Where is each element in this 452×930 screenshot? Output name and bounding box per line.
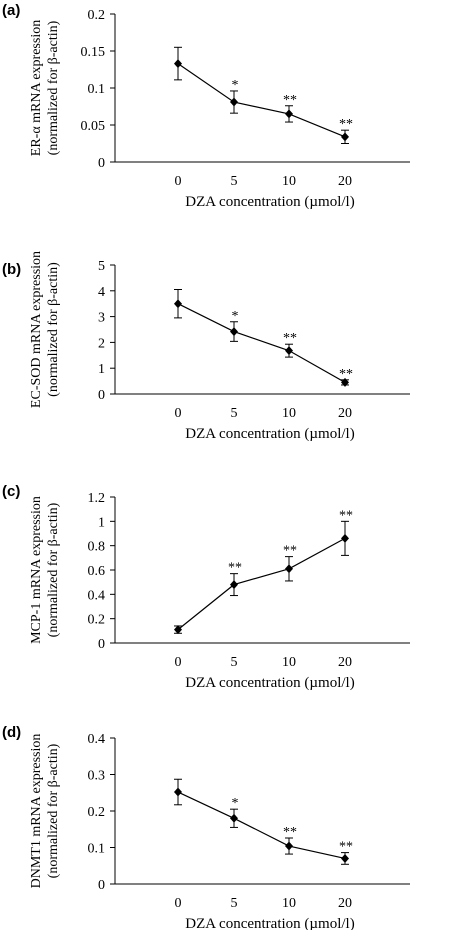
y-axis-title-line: (normalized for β-actin)	[46, 743, 61, 878]
data-point	[174, 59, 182, 69]
chart-panel-c: (c) 0 0.2 0.4 0.6 0.8 1 1.2 0 5 10 20 DZA concentrat…	[2, 483, 410, 691]
y-axis-title-line: ER-α mRNA expression	[29, 20, 44, 156]
y-tick-label: 0.4	[88, 732, 106, 747]
x-tick-label: 0	[175, 896, 182, 911]
x-tick-label: 20	[338, 896, 352, 911]
data-point	[341, 533, 349, 543]
significance-marker: **	[228, 561, 242, 576]
y-tick-label: 0.15	[81, 45, 106, 60]
y-tick-label: 0.3	[88, 769, 106, 784]
y-tick-label: 0	[98, 388, 105, 403]
data-point	[341, 132, 349, 142]
panel-label: (d)	[2, 724, 21, 741]
significance-marker: **	[283, 93, 297, 108]
y-tick-label: 0.2	[88, 805, 106, 820]
significance-marker: **	[283, 331, 297, 346]
data-point	[230, 580, 238, 590]
x-tick-label: 10	[282, 655, 296, 670]
y-tick-label: 0.2	[88, 613, 106, 628]
data-point	[230, 327, 238, 337]
data-point	[174, 299, 182, 309]
significance-marker: **	[339, 117, 353, 132]
x-tick-label: 0	[175, 655, 182, 670]
data-point	[285, 346, 293, 356]
series-line	[177, 537, 346, 631]
y-axis-title-line: (normalized for β-actin)	[46, 20, 61, 155]
y-tick-label: 0.6	[88, 564, 106, 579]
data-point	[174, 625, 182, 635]
data-point	[341, 377, 349, 387]
y-tick-label: 0	[98, 156, 105, 171]
x-tick-label: 5	[231, 406, 238, 421]
data-point	[230, 813, 238, 823]
y-axis-title-line: (normalized for β-actin)	[46, 502, 61, 637]
chart-panel-a: (a) 0 0.05 0.1 0.15 0.2 0 5 10 20 DZA concentratio…	[2, 2, 410, 210]
series-line	[177, 303, 346, 383]
y-axis-title-line: (normalized for β-actin)	[46, 262, 61, 397]
y-tick-label: 1	[98, 515, 105, 530]
y-tick-label: 0.1	[88, 82, 106, 97]
y-tick-label: 5	[98, 259, 105, 274]
y-tick-label: 0.8	[88, 540, 106, 555]
x-tick-label: 0	[175, 406, 182, 421]
chart-panel-d: (d) 0 0.1 0.2 0.3 0.4 0 5 10 20 DZA concentration …	[2, 724, 410, 930]
x-tick-label: 20	[338, 174, 352, 189]
significance-marker: *	[232, 796, 239, 811]
y-tick-label: 3	[98, 311, 105, 326]
x-axis-title: DZA concentration (µmol/l)	[185, 426, 354, 442]
panel-label: (a)	[2, 2, 20, 19]
y-axis-title-line: EC-SOD mRNA expression	[29, 251, 44, 408]
significance-marker: *	[232, 309, 239, 324]
x-tick-label: 10	[282, 896, 296, 911]
data-point	[285, 564, 293, 574]
significance-marker: **	[283, 544, 297, 559]
y-axis-title-line: DNMT1 mRNA expression	[29, 734, 44, 889]
data-point	[174, 787, 182, 797]
y-axis-title-line: MCP-1 mRNA expression	[29, 496, 44, 644]
y-tick-label: 0	[98, 637, 105, 652]
y-tick-label: 2	[98, 336, 105, 351]
significance-marker: **	[339, 840, 353, 855]
y-tick-label: 0.2	[88, 8, 106, 23]
y-tick-label: 1	[98, 362, 105, 377]
x-tick-label: 5	[231, 174, 238, 189]
series-line	[177, 791, 346, 860]
significance-marker: **	[339, 367, 353, 382]
y-tick-label: 0.1	[88, 842, 106, 857]
x-axis-title: DZA concentration (µmol/l)	[185, 675, 354, 691]
x-tick-label: 0	[175, 174, 182, 189]
x-tick-label: 10	[282, 174, 296, 189]
significance-marker: **	[283, 825, 297, 840]
significance-marker: **	[339, 508, 353, 523]
data-point	[230, 97, 238, 107]
data-point	[285, 841, 293, 851]
y-tick-label: 0.05	[81, 119, 106, 134]
y-tick-label: 4	[98, 285, 105, 300]
y-tick-label: 1.2	[88, 491, 106, 506]
panel-label: (b)	[2, 261, 21, 278]
y-tick-label: 0	[98, 878, 105, 893]
chart-panel-b: (b) 0 1 2 3 4 5 0 5 10 20 DZA concentration (µmol/l…	[2, 251, 410, 442]
significance-marker: *	[232, 78, 239, 93]
x-axis-title: DZA concentration (µmol/l)	[185, 194, 354, 210]
data-point	[285, 109, 293, 119]
series-line	[177, 63, 346, 138]
panel-label: (c)	[2, 483, 20, 500]
x-tick-label: 20	[338, 406, 352, 421]
x-axis-title: DZA concentration (µmol/l)	[185, 916, 354, 930]
x-tick-label: 5	[231, 655, 238, 670]
x-tick-label: 20	[338, 655, 352, 670]
y-tick-label: 0.4	[88, 588, 106, 603]
x-tick-label: 5	[231, 896, 238, 911]
data-point	[341, 853, 349, 863]
x-tick-label: 10	[282, 406, 296, 421]
